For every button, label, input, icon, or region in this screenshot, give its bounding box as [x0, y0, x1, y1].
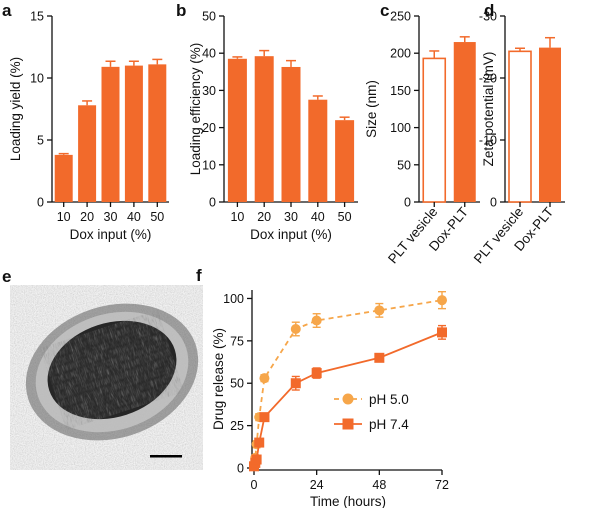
x-tick-label: 72 [435, 478, 449, 492]
y-tick-label: 50 [202, 10, 216, 24]
y-tick-label: 0 [490, 196, 497, 210]
y-tick-label: 10 [30, 72, 44, 86]
y-tick-label: 0 [37, 196, 44, 210]
y-tick-label: 100 [223, 292, 244, 306]
y-tick-label: 20 [202, 121, 216, 135]
x-tick-label: 50 [150, 210, 164, 224]
y-tick-label: 15 [30, 10, 44, 24]
bar [78, 105, 97, 202]
data-point [437, 327, 447, 338]
x-axis-label: Dox input (%) [250, 227, 332, 242]
y-axis-label: Zeta potential (mV) [481, 52, 496, 167]
data-point [259, 373, 270, 384]
x-tick-label: 0 [251, 478, 258, 492]
legend-label: pH 5.0 [369, 392, 409, 407]
y-tick-label: 0 [209, 196, 216, 210]
y-axis-label: Drug release (%) [211, 328, 226, 430]
bar [308, 99, 328, 202]
y-tick-label: 150 [390, 84, 411, 98]
panel-label-f: f [196, 266, 202, 285]
panel-label-b: b [176, 1, 186, 20]
y-tick-label: -30 [479, 10, 497, 24]
data-point [254, 437, 265, 448]
panel-label-c: c [380, 1, 389, 20]
y-tick-label: -10 [479, 134, 497, 148]
y-axis-label: Loading efficiency (%) [188, 43, 203, 176]
data-point [374, 305, 385, 316]
y-tick-label: 25 [230, 419, 244, 433]
bar [539, 47, 561, 203]
series-line [253, 299, 443, 465]
legend-marker [342, 418, 354, 430]
y-tick-label: 40 [202, 47, 216, 61]
x-tick-label: 40 [127, 210, 141, 224]
x-axis-label: Dox input (%) [70, 227, 152, 242]
data-point [374, 352, 385, 363]
bar [148, 64, 167, 202]
panel-label-a: a [2, 1, 12, 20]
x-tick-label: 20 [80, 210, 94, 224]
bar [422, 57, 447, 203]
panel-label-e: e [2, 267, 11, 286]
tem-micrograph: e [2, 267, 203, 470]
y-tick-label: 50 [397, 158, 411, 172]
legend-marker [342, 393, 354, 405]
y-tick-label: 30 [202, 84, 216, 98]
data-point [251, 454, 262, 465]
panel-label-d: d [484, 1, 494, 20]
y-tick-label: 0 [237, 462, 244, 476]
x-tick-label: 48 [372, 478, 386, 492]
bar [227, 58, 247, 202]
y-tick-label: 200 [390, 47, 411, 61]
x-axis-label: Time (hours) [310, 494, 386, 508]
y-tick-label: -20 [479, 72, 497, 86]
y-tick-label: 10 [202, 158, 216, 172]
x-tick-label: 30 [104, 210, 118, 224]
bar-chart-a: a 0 5 10 15 Loading yield (%) 10 20 30 40 50 Dox in… [2, 1, 169, 242]
y-tick-label: 5 [37, 134, 44, 148]
y-tick-label: 100 [390, 121, 411, 135]
x-tick-label: 30 [284, 210, 298, 224]
line-chart-f: f 0 25 50 75 100 0 24 48 72 Time (hours) Drug relea… [196, 266, 449, 508]
y-axis-label: Loading yield (%) [8, 57, 23, 161]
x-tick-label: 10 [230, 210, 244, 224]
x-tick-label: 24 [310, 478, 324, 492]
y-tick-label: 50 [230, 377, 244, 391]
x-tick-label: 50 [338, 210, 352, 224]
data-point [290, 323, 301, 334]
tem-core-fringes [51, 324, 173, 416]
bar [254, 56, 274, 203]
bar [508, 50, 532, 203]
bar [281, 66, 301, 203]
bar [101, 66, 120, 202]
x-tick-label: 10 [57, 210, 71, 224]
y-tick-label: 0 [404, 196, 411, 210]
y-tick-label: 250 [390, 10, 411, 24]
x-tick-label: 40 [311, 210, 325, 224]
series-2: pH 7.4 [249, 324, 447, 472]
bar [335, 120, 355, 202]
legend-label: pH 7.4 [369, 417, 409, 432]
data-point [437, 295, 447, 306]
series-1: pH 5.0 [249, 290, 447, 470]
data-point [311, 315, 322, 326]
scale-bar [150, 455, 182, 458]
bar [124, 65, 143, 202]
data-point [311, 368, 322, 379]
data-point [290, 378, 301, 389]
y-axis-label: Size (nm) [364, 80, 379, 138]
bar [453, 42, 476, 202]
data-point [259, 412, 270, 423]
y-tick-label: 75 [230, 334, 244, 348]
x-tick-label: 20 [257, 210, 271, 224]
bar [54, 154, 73, 202]
